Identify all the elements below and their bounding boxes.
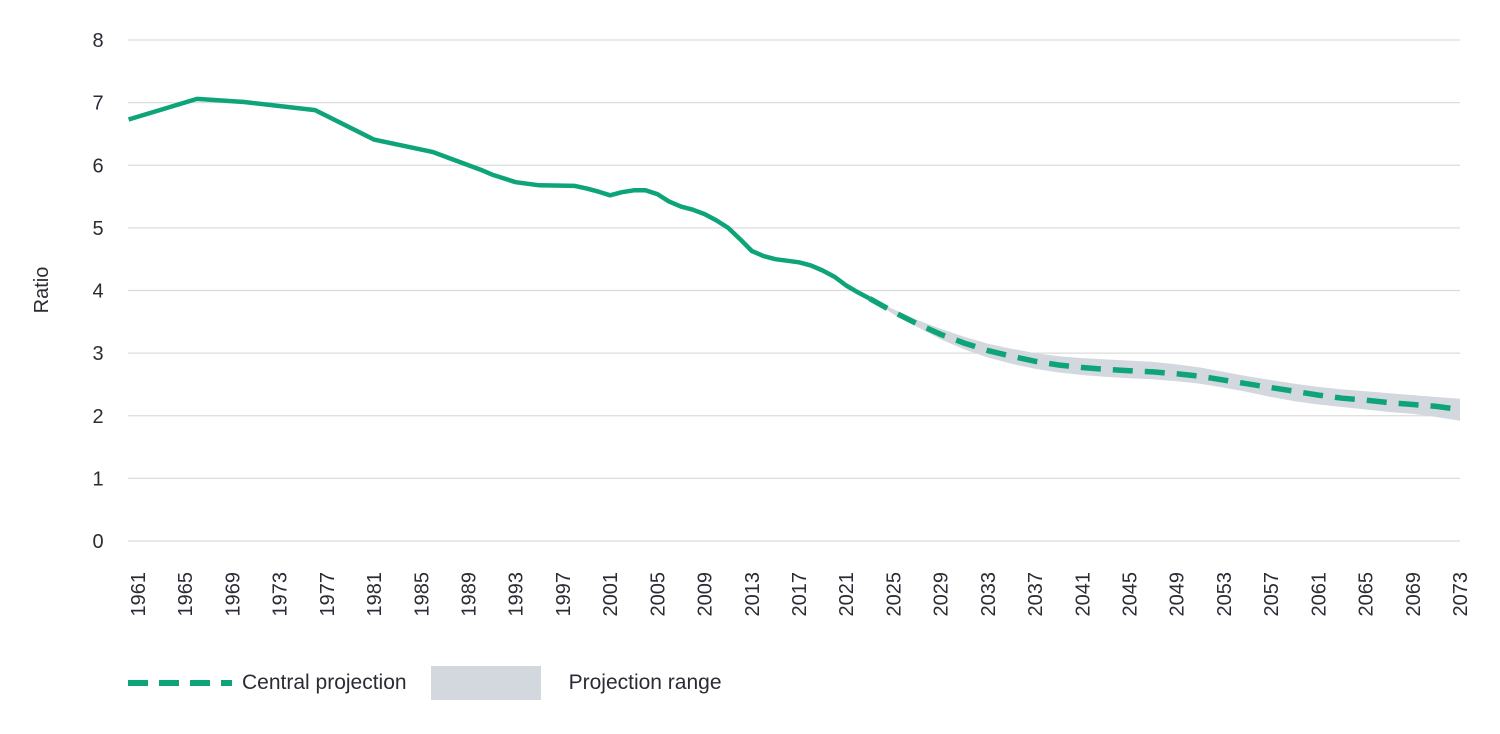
y-tick-label: 1	[92, 468, 103, 490]
central-projection-line	[868, 296, 1461, 413]
x-tick-labels: 1961 1965 1969 1973 1977 1981 1985 1989 1993 1997…	[128, 572, 1472, 617]
y-tick-label: 4	[92, 281, 103, 303]
y-tick-label: 7	[92, 93, 103, 115]
x-tick-label: 2057	[1261, 572, 1283, 617]
x-tick-label: 2061	[1308, 572, 1330, 617]
x-tick-label: 2001	[600, 572, 622, 617]
x-tick-label: 2069	[1403, 572, 1425, 617]
y-tick-label: 0	[92, 531, 103, 553]
x-tick-label: 2037	[1025, 572, 1047, 617]
range-swatch-icon	[430, 666, 541, 700]
y-axis-title: Ratio	[31, 267, 53, 314]
legend-item-projection-range: Projection range	[407, 666, 722, 700]
x-tick-label: 1977	[317, 572, 339, 617]
legend-label-projection-range: Projection range	[568, 671, 722, 694]
x-tick-label: 1969	[222, 572, 244, 617]
x-tick-label: 2017	[789, 572, 811, 617]
x-tick-label: 2033	[978, 572, 1000, 617]
x-tick-label: 2025	[883, 572, 905, 617]
historical-line	[127, 96, 871, 301]
dashed-line-swatch-icon	[128, 680, 232, 686]
x-tick-label: 2029	[931, 572, 953, 617]
legend-item-central-projection: Central projection	[126, 671, 407, 695]
y-tick-label: 3	[92, 343, 103, 365]
x-tick-label: 1973	[270, 572, 292, 617]
x-tick-label: 2009	[695, 572, 717, 617]
x-tick-label: 1989	[459, 572, 481, 617]
y-tick-label: 2	[92, 406, 103, 428]
x-tick-label: 2065	[1356, 572, 1378, 617]
x-tick-label: 2045	[1120, 572, 1142, 617]
y-tick-label: 8	[92, 30, 103, 52]
y-tick-label: 5	[92, 218, 103, 240]
x-tick-label: 1965	[175, 572, 197, 617]
projection-range-area	[869, 298, 1460, 421]
x-tick-label: 2041	[1072, 572, 1094, 617]
x-tick-label: 2021	[836, 572, 858, 617]
x-tick-label: 1993	[506, 572, 528, 617]
legend: Central projection Projection range	[126, 666, 722, 700]
x-tick-label: 2013	[742, 572, 764, 617]
gridlines	[128, 39, 1460, 542]
y-tick-label: 6	[92, 155, 103, 177]
x-tick-label: 1981	[364, 572, 386, 617]
x-tick-label: 2005	[647, 572, 669, 617]
x-tick-label: 1997	[553, 572, 575, 617]
x-tick-label: 2053	[1214, 572, 1236, 617]
legend-label-central-projection: Central projection	[242, 671, 407, 694]
y-tick-labels: 0 1 2 3 4 5 6 7 8	[92, 30, 103, 553]
x-tick-label: 1961	[128, 572, 150, 617]
x-tick-label: 2073	[1450, 572, 1472, 617]
x-tick-label: 2049	[1167, 572, 1189, 617]
x-tick-label: 1985	[411, 572, 433, 617]
